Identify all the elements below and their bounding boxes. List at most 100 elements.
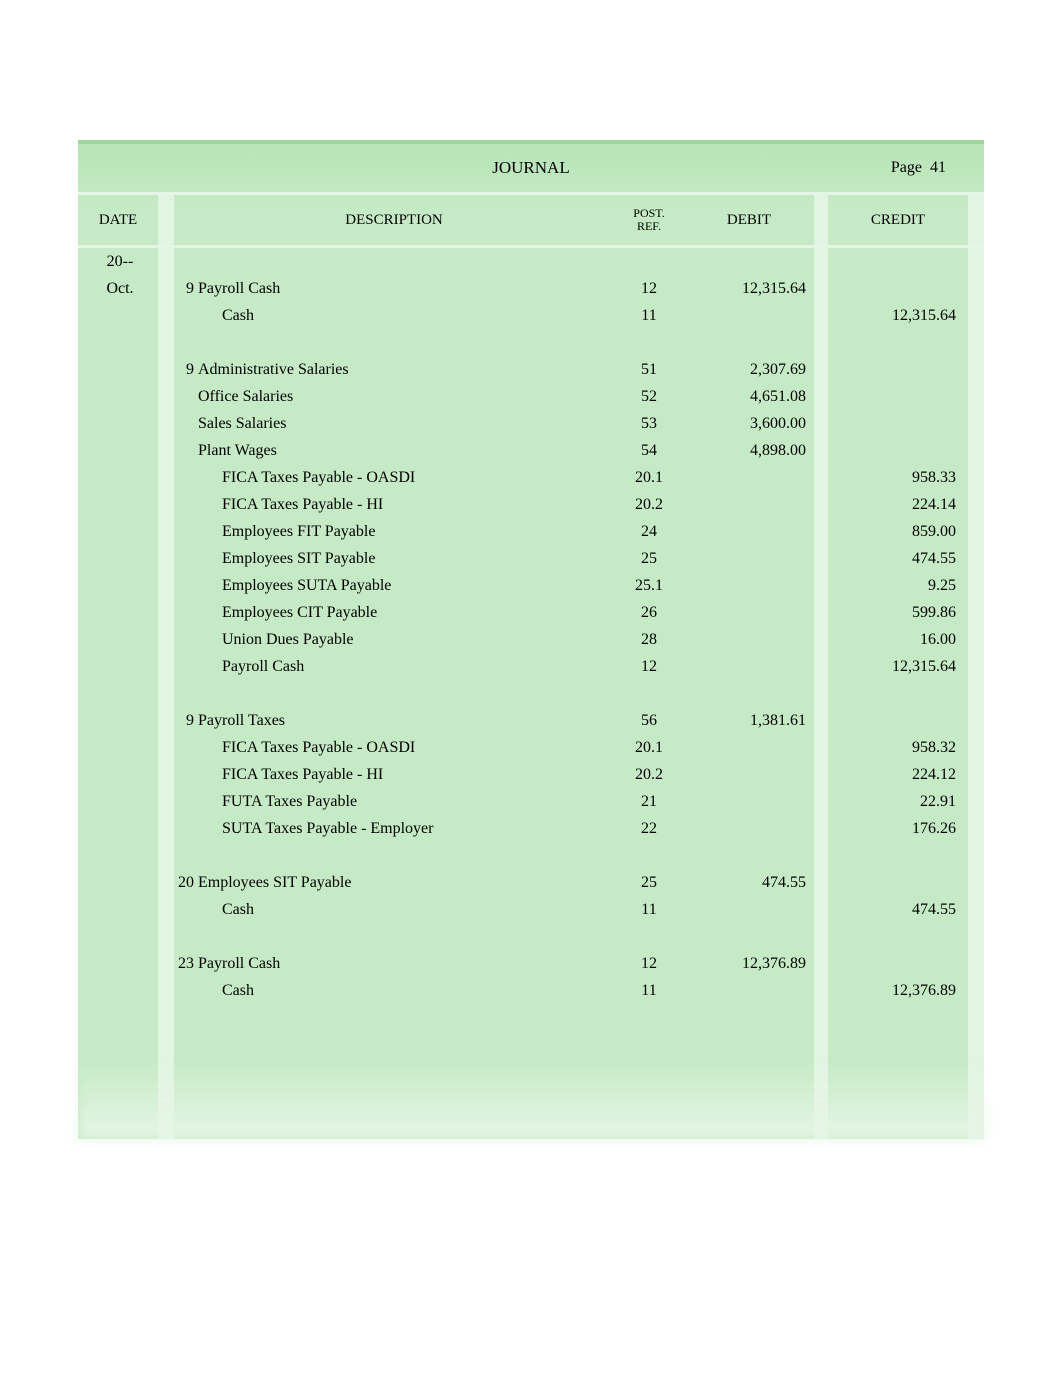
column-separator <box>158 896 174 923</box>
column-separator <box>158 788 174 815</box>
date-cell <box>78 302 158 329</box>
column-separator <box>814 896 828 923</box>
date-cell <box>78 707 158 734</box>
column-separator <box>158 626 174 653</box>
date-cell <box>78 923 158 950</box>
description-cell: Employees CIT Payable <box>174 599 614 626</box>
date-cell <box>78 545 158 572</box>
column-separator <box>814 734 828 761</box>
description-text: Payroll Taxes <box>198 712 285 730</box>
description-cell <box>174 1058 614 1085</box>
column-separator <box>814 1031 828 1058</box>
date-cell: Oct. <box>78 275 158 302</box>
post-ref-cell: 12 <box>614 275 684 302</box>
header-credit: CREDIT <box>828 195 968 245</box>
description-text: SUTA Taxes Payable - Employer <box>198 820 433 838</box>
header-post-ref-line2: REF. <box>637 220 661 233</box>
post-ref-cell <box>614 1058 684 1085</box>
column-separator <box>814 572 828 599</box>
column-separator <box>158 1004 174 1031</box>
post-ref-cell: 20.2 <box>614 491 684 518</box>
description-cell: SUTA Taxes Payable - Employer <box>174 815 614 842</box>
description-text: Union Dues Payable <box>198 631 354 649</box>
column-separator <box>968 464 984 491</box>
post-ref-cell <box>614 842 684 869</box>
credit-cell <box>828 1112 968 1139</box>
column-separator <box>158 248 174 275</box>
post-ref-cell <box>614 1085 684 1112</box>
column-separator <box>158 410 174 437</box>
post-ref-cell: 20.1 <box>614 734 684 761</box>
page-indicator: Page 41 <box>891 159 946 177</box>
description-cell: Employees SUTA Payable <box>174 572 614 599</box>
column-separator <box>968 1085 984 1112</box>
debit-cell <box>684 329 814 356</box>
day-cell: 20 <box>174 874 194 892</box>
column-separator <box>158 437 174 464</box>
date-cell <box>78 329 158 356</box>
debit-cell: 3,600.00 <box>684 410 814 437</box>
day-cell: 9 <box>174 361 194 379</box>
column-separator <box>968 842 984 869</box>
debit-cell: 12,315.64 <box>684 275 814 302</box>
credit-cell <box>828 437 968 464</box>
description-text: Employees CIT Payable <box>198 604 377 622</box>
page-number: 41 <box>930 159 946 176</box>
description-cell <box>174 923 614 950</box>
description-text: Office Salaries <box>198 388 293 406</box>
post-ref-cell <box>614 680 684 707</box>
column-separator <box>814 815 828 842</box>
description-text: FICA Taxes Payable - HI <box>198 766 383 784</box>
day-cell: 9 <box>174 712 194 730</box>
column-separator <box>158 761 174 788</box>
description-cell: 9Payroll Cash <box>174 275 614 302</box>
description-text: Cash <box>198 307 254 325</box>
date-cell <box>78 572 158 599</box>
post-ref-cell: 54 <box>614 437 684 464</box>
debit-cell: 1,381.61 <box>684 707 814 734</box>
column-separator <box>814 1058 828 1085</box>
description-cell: 20Employees SIT Payable <box>174 869 614 896</box>
column-separator <box>968 788 984 815</box>
credit-cell <box>828 383 968 410</box>
debit-cell <box>684 572 814 599</box>
column-separator <box>814 869 828 896</box>
column-separator <box>158 545 174 572</box>
description-text: Plant Wages <box>198 442 277 460</box>
column-separator <box>158 653 174 680</box>
column-separator <box>158 707 174 734</box>
column-separator <box>968 248 984 275</box>
credit-cell <box>828 923 968 950</box>
date-cell <box>78 977 158 1004</box>
debit-cell <box>684 464 814 491</box>
description-cell: 23Payroll Cash <box>174 950 614 977</box>
column-separator <box>158 734 174 761</box>
credit-cell: 474.55 <box>828 545 968 572</box>
description-cell: Cash <box>174 896 614 923</box>
column-separator <box>968 437 984 464</box>
debit-cell <box>684 302 814 329</box>
date-cell <box>78 1004 158 1031</box>
description-cell: FICA Taxes Payable - HI <box>174 761 614 788</box>
description-cell <box>174 1031 614 1058</box>
description-cell: Employees FIT Payable <box>174 518 614 545</box>
credit-cell <box>828 1004 968 1031</box>
credit-cell: 224.14 <box>828 491 968 518</box>
column-separator <box>814 195 828 245</box>
credit-cell <box>828 275 968 302</box>
description-text: FICA Taxes Payable - OASDI <box>198 739 415 757</box>
credit-cell <box>828 356 968 383</box>
column-separator <box>158 1031 174 1058</box>
description-text: FICA Taxes Payable - OASDI <box>198 469 415 487</box>
column-separator <box>968 653 984 680</box>
credit-cell: 599.86 <box>828 599 968 626</box>
debit-cell <box>684 653 814 680</box>
date-cell <box>78 788 158 815</box>
header-description: DESCRIPTION <box>174 195 614 245</box>
debit-cell <box>684 842 814 869</box>
column-separator <box>158 977 174 1004</box>
column-separator <box>158 1058 174 1085</box>
credit-cell: 859.00 <box>828 518 968 545</box>
debit-cell: 2,307.69 <box>684 356 814 383</box>
post-ref-cell: 11 <box>614 977 684 1004</box>
